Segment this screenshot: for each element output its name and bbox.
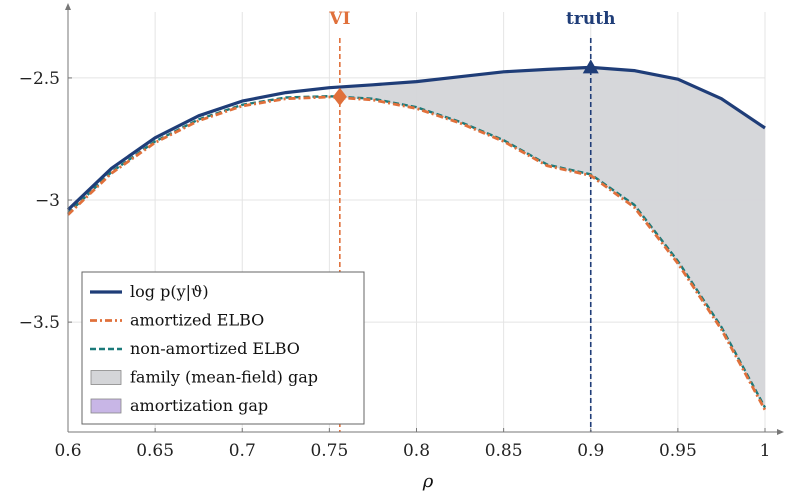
x-tick-label: 0.9	[577, 441, 604, 461]
legend-family-gap-label: family (mean-field) gap	[130, 368, 318, 387]
x-axis-label: ρ	[422, 471, 434, 492]
legend-logp-label: log p(y|ϑ)	[130, 282, 209, 301]
legend-amortization-gap-swatch	[90, 398, 122, 414]
truth-triangle-marker	[582, 59, 599, 74]
y-tick-label: −3	[35, 191, 60, 211]
x-tick-label: 0.8	[403, 441, 430, 461]
reference-markers	[332, 59, 599, 106]
x-tick-label: 0.6	[54, 441, 81, 461]
legend-box	[81, 271, 365, 425]
y-axis-arrow	[65, 3, 71, 10]
x-axis-arrow	[777, 429, 784, 435]
legend-family-gap-swatch	[90, 370, 122, 385]
legend: log p(y|ϑ) amortized ELBO non-amortized EL…	[81, 271, 365, 425]
x-tick-label: 0.7	[229, 441, 256, 461]
gap-regions	[339, 67, 765, 411]
amortized-elbo-line	[67, 95, 767, 411]
series-lines	[66, 65, 767, 411]
logp-line	[66, 65, 766, 211]
x-tick-label: 0.95	[659, 441, 697, 461]
vi-diamond-marker	[332, 87, 347, 106]
legend-non-amortized-elbo-label: non-amortized ELBO	[130, 339, 300, 358]
legend-amortized-elbo-label: amortized ELBO	[130, 311, 264, 330]
axes	[65, 3, 784, 435]
x-tick-label: 0.85	[485, 441, 523, 461]
x-tick-label: 0.75	[310, 441, 348, 461]
x-tick-label: 1	[760, 441, 771, 461]
y-tick-label: −2.5	[19, 69, 60, 89]
truth-label: truth	[566, 9, 615, 29]
tick-labels: 0.6 0.65 0.7 0.75 0.8 0.85 0.9 0.95 1 −2.5 −3 −3.5	[19, 69, 771, 461]
family-gap-region	[339, 67, 765, 411]
vi-label: VI	[328, 9, 350, 29]
legend-amortization-gap-label: amortization gap	[130, 396, 268, 415]
x-tick-label: 0.65	[136, 441, 174, 461]
y-tick-label: −3.5	[19, 313, 60, 333]
